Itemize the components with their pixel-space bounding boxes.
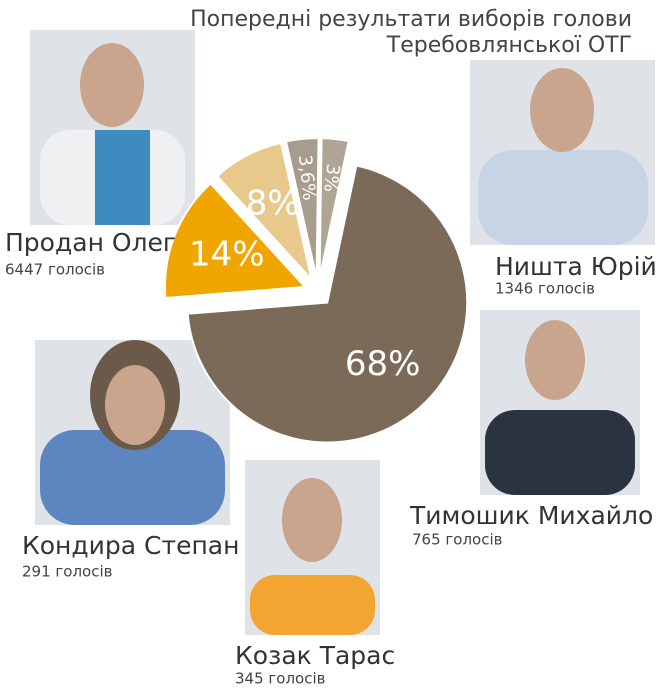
slice-label: 14%: [189, 235, 265, 275]
pie-slice: [318, 137, 350, 279]
photo-kozak: [245, 460, 380, 635]
photo-nyshta: [470, 60, 655, 245]
candidate-name: Козак Тарас: [235, 641, 395, 670]
vote-count: 291 голосів: [22, 563, 112, 581]
slice-label: 68%: [345, 344, 421, 384]
slice-label: 3%: [319, 163, 343, 194]
candidate-name: Тимошик Михайло: [409, 501, 653, 530]
photo-tymoshyk: [480, 310, 640, 495]
pie-slice: [163, 182, 308, 300]
slice-label: 3,6%: [294, 154, 320, 202]
pie-slice: [186, 164, 469, 444]
slice-label: 8%: [246, 184, 300, 224]
photo-prodan: [30, 30, 195, 225]
pie-slice: [284, 137, 320, 279]
vote-count: 765 голосів: [412, 531, 502, 549]
vote-count: 345 голосів: [235, 670, 325, 688]
vote-count: 1346 голосів: [495, 280, 595, 298]
chart-title: Попередні результати виборів голови: [190, 7, 632, 32]
chart-subtitle: Теребовлянської ОТГ: [386, 33, 632, 58]
candidate-name: Ништа Юрій: [495, 252, 657, 281]
photo-kondyra: [35, 340, 230, 525]
candidate-name: Кондира Степан: [22, 531, 239, 560]
vote-count: 6447 голосів: [5, 261, 105, 279]
candidate-name: Продан Олег: [5, 228, 176, 257]
pie-slice: [215, 141, 314, 284]
